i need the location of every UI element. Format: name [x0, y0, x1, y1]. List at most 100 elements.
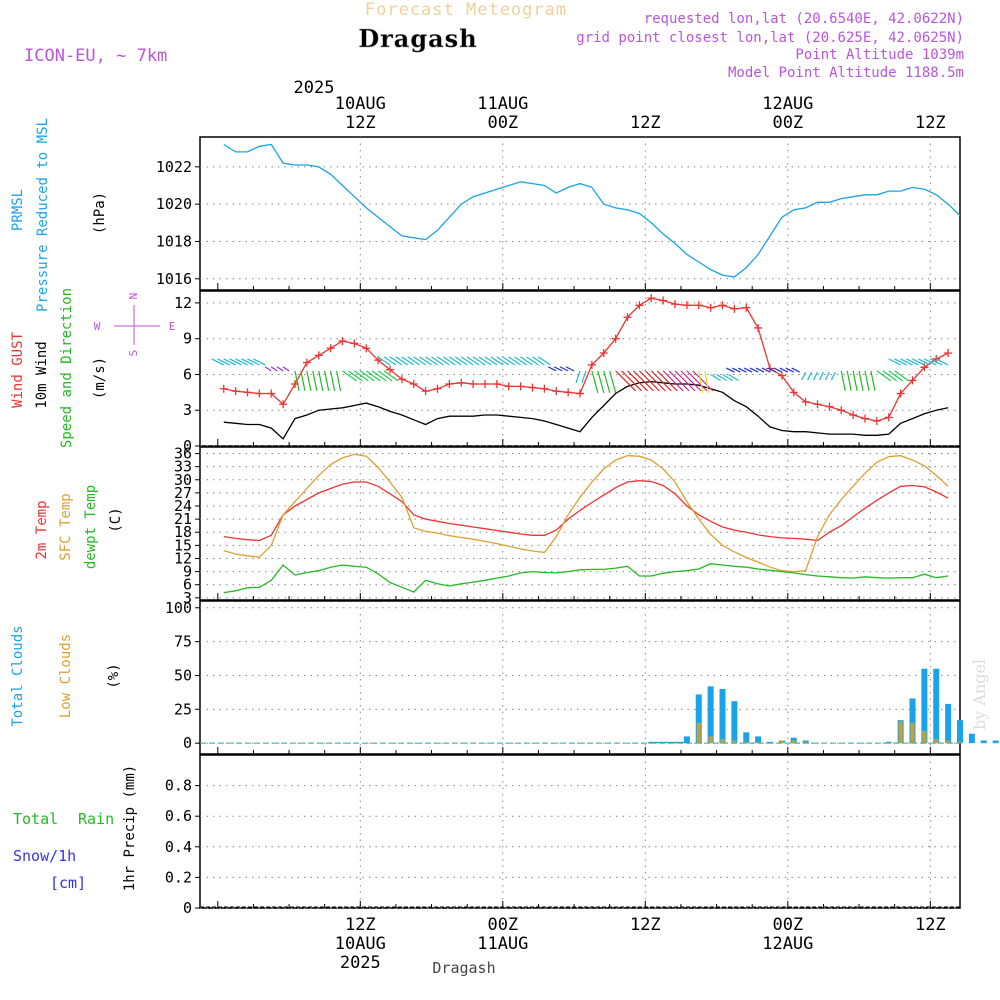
- wind-direction-arrow: [294, 370, 300, 392]
- wind-direction-arrow: [912, 358, 925, 366]
- wind-direction-arrow: [692, 370, 714, 392]
- total-cloud-bar: [921, 668, 928, 744]
- pressure-ytick-label: 1016: [156, 270, 192, 288]
- wind-gust-point: [599, 349, 608, 357]
- wind-direction-arrow: [229, 358, 242, 366]
- clouds-ytick-label: 0: [183, 734, 192, 752]
- temperature-ytick-label: 3: [183, 589, 192, 607]
- pressure-frame: [199, 136, 961, 291]
- wind-direction-arrow: [929, 358, 943, 366]
- wind-direction-arrow: [726, 367, 735, 373]
- precip-ytick-label: 0: [183, 899, 192, 917]
- wind-direction-arrow: [389, 356, 403, 366]
- total-cloud-bar: [660, 741, 667, 744]
- bottom-time-label: 2025: [340, 953, 381, 973]
- wind-gust-point: [279, 400, 288, 409]
- precip-ytick-label: 0.4: [165, 838, 192, 856]
- precip-panel: 0 0.2 0.4 0.6 0.8: [165, 754, 961, 917]
- total-cloud-bar: [695, 694, 702, 744]
- wind-direction-arrow: [716, 373, 727, 381]
- temp-label-unit: (C): [108, 507, 124, 532]
- top-time-label: 12Z: [630, 113, 661, 133]
- wind-direction-arrow: [818, 371, 824, 381]
- wind-direction-arrow: [888, 370, 904, 382]
- wind-gust-point: [813, 400, 822, 409]
- model-label: ICON-EU, ~ 7km: [24, 46, 167, 66]
- precip-label-unit: 1hr Precip (mm): [122, 765, 138, 891]
- wind-direction-arrow: [609, 370, 617, 394]
- wind-direction-arrow: [407, 356, 421, 366]
- wind-ytick-label: 6: [183, 365, 192, 383]
- wind-direction-arrow: [371, 370, 387, 382]
- wind-direction-arrow: [923, 358, 937, 366]
- wind-gust-point: [789, 388, 798, 397]
- wind-direction-arrow: [591, 370, 599, 394]
- wind-gust-point: [754, 323, 763, 332]
- bottom-time-label: 12Z: [630, 915, 661, 935]
- wind-gust-point: [409, 380, 418, 388]
- wind-direction-arrow: [761, 367, 771, 373]
- wind-gust-point: [837, 406, 846, 415]
- wind-direction-arrow: [722, 373, 733, 381]
- wind-direction-arrow: [767, 367, 777, 373]
- wind-direction-arrow: [276, 366, 284, 372]
- wind-direction-arrow: [710, 373, 721, 381]
- wind-direction-arrow: [824, 371, 830, 381]
- wind-ytick-label: 9: [183, 330, 192, 348]
- wind-frame: [199, 290, 961, 447]
- total-cloud-bar: [980, 740, 987, 744]
- wind-direction-arrow: [247, 358, 260, 366]
- wind-gust-point: [469, 380, 478, 388]
- temperature-ytick-label: 24: [174, 497, 192, 515]
- total-cloud-bar: [743, 732, 750, 744]
- total-cloud-bar: [677, 741, 684, 744]
- wind-direction-arrow: [502, 356, 516, 366]
- wind-direction-arrow: [894, 358, 907, 366]
- temperature-series-line: [223, 563, 949, 594]
- wind-direction-arrow: [864, 370, 870, 392]
- wind-gust-point: [611, 334, 620, 343]
- wind-direction-arrow: [791, 367, 800, 373]
- wind-direction-arrow: [383, 356, 397, 366]
- wind-label-unit: (m/s): [92, 357, 108, 399]
- wind-direction-arrow: [935, 358, 949, 366]
- temperature-ytick-label: 27: [174, 484, 192, 502]
- wind-panel: 0 3 6 9 12: [174, 290, 961, 455]
- wind-direction-arrow: [812, 371, 819, 381]
- wind-direction-arrow: [437, 356, 450, 366]
- wind-gust-point: [884, 413, 893, 422]
- pressure-label-prmsl: PRMSL: [10, 189, 26, 231]
- wind-direction-arrow: [906, 358, 919, 366]
- wind-gust-point: [706, 303, 715, 312]
- wind-gust-point: [528, 383, 537, 392]
- wind-direction-arrow: [565, 366, 575, 372]
- precip-label-snow: Snow/1h: [13, 847, 76, 865]
- wind-direction-arrow: [348, 370, 363, 382]
- wind-gust-point: [801, 397, 810, 406]
- wind-direction-arrow: [235, 358, 248, 366]
- wind-direction-arrow: [478, 356, 492, 366]
- chart-title: Dragash: [358, 24, 477, 53]
- wind-direction-arrow: [830, 371, 836, 381]
- wind-direction-arrow: [419, 356, 432, 366]
- precip-ytick-label: 0.8: [165, 777, 192, 795]
- wind-ytick-label: 0: [183, 437, 192, 455]
- wind-direction-arrow: [559, 366, 569, 372]
- wind-direction-arrow: [241, 358, 254, 366]
- top-year-label: 2025: [294, 78, 335, 98]
- low-cloud-bar: [958, 741, 962, 744]
- wind-direction-arrow: [650, 370, 672, 392]
- wind-direction-arrow: [377, 356, 391, 366]
- low-cloud-bar: [732, 740, 737, 744]
- wind-series-line: [223, 380, 949, 440]
- temp-label-2m: 2m Temp: [34, 500, 50, 559]
- bottom-time-label: 11AUG: [477, 934, 528, 954]
- wind-gust-point: [647, 294, 656, 303]
- total-cloud-bar: [968, 733, 975, 744]
- cloud-label-unit: (%): [106, 663, 122, 688]
- pressure-labels: PRMSL Pressure Reduced to MSL (hPa): [10, 118, 108, 312]
- wind-direction-arrow: [401, 356, 415, 366]
- low-cloud-bar: [720, 739, 725, 744]
